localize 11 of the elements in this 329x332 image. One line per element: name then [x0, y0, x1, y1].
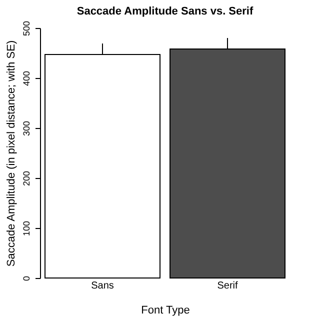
x-tick-label: Sans [91, 280, 114, 292]
y-axis-title: Saccade Amplitude (in pixel distance; with SE) [6, 40, 18, 267]
x-tick-label: Serif [217, 280, 238, 292]
x-axis-title: Font Type [141, 304, 190, 316]
y-tick-label: 200 [22, 170, 32, 186]
y-tick-label: 300 [22, 120, 32, 136]
y-tick-label: 500 [22, 20, 32, 36]
y-tick-label: 0 [22, 276, 32, 282]
chart-title: Saccade Amplitude Sans vs. Serif [76, 5, 254, 18]
y-tick-label: 400 [22, 70, 32, 86]
y-tick-label: 100 [22, 220, 32, 236]
